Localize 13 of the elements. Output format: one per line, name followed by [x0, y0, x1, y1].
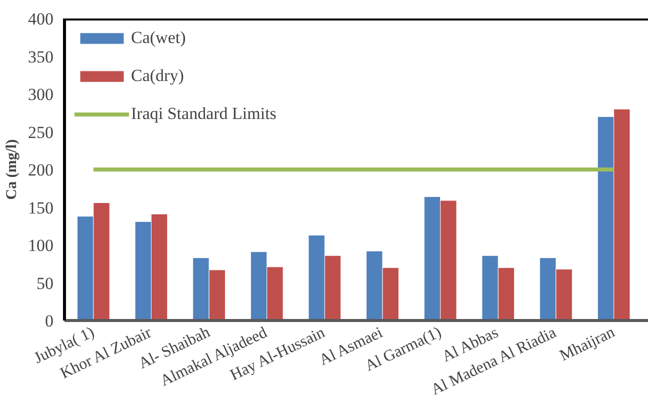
y-tick-label: 0 — [45, 312, 54, 330]
y-tick-label: 400 — [28, 10, 54, 28]
legend-label: Iraqi Standard Limits — [131, 104, 276, 124]
y-tick-label: 350 — [28, 47, 54, 66]
y-tick-label: 250 — [28, 122, 54, 142]
legend-label: Ca(dry) — [131, 66, 184, 86]
y-tick-label: 300 — [28, 85, 54, 104]
legend-label: Ca(wet) — [131, 28, 186, 48]
y-tick-label: 150 — [28, 198, 54, 218]
y-axis-title: Ca (mg/l) — [4, 139, 20, 200]
y-tick-label: 100 — [28, 236, 54, 255]
y-tick-label: 200 — [28, 160, 54, 180]
y-tick-label: 50 — [36, 274, 54, 293]
